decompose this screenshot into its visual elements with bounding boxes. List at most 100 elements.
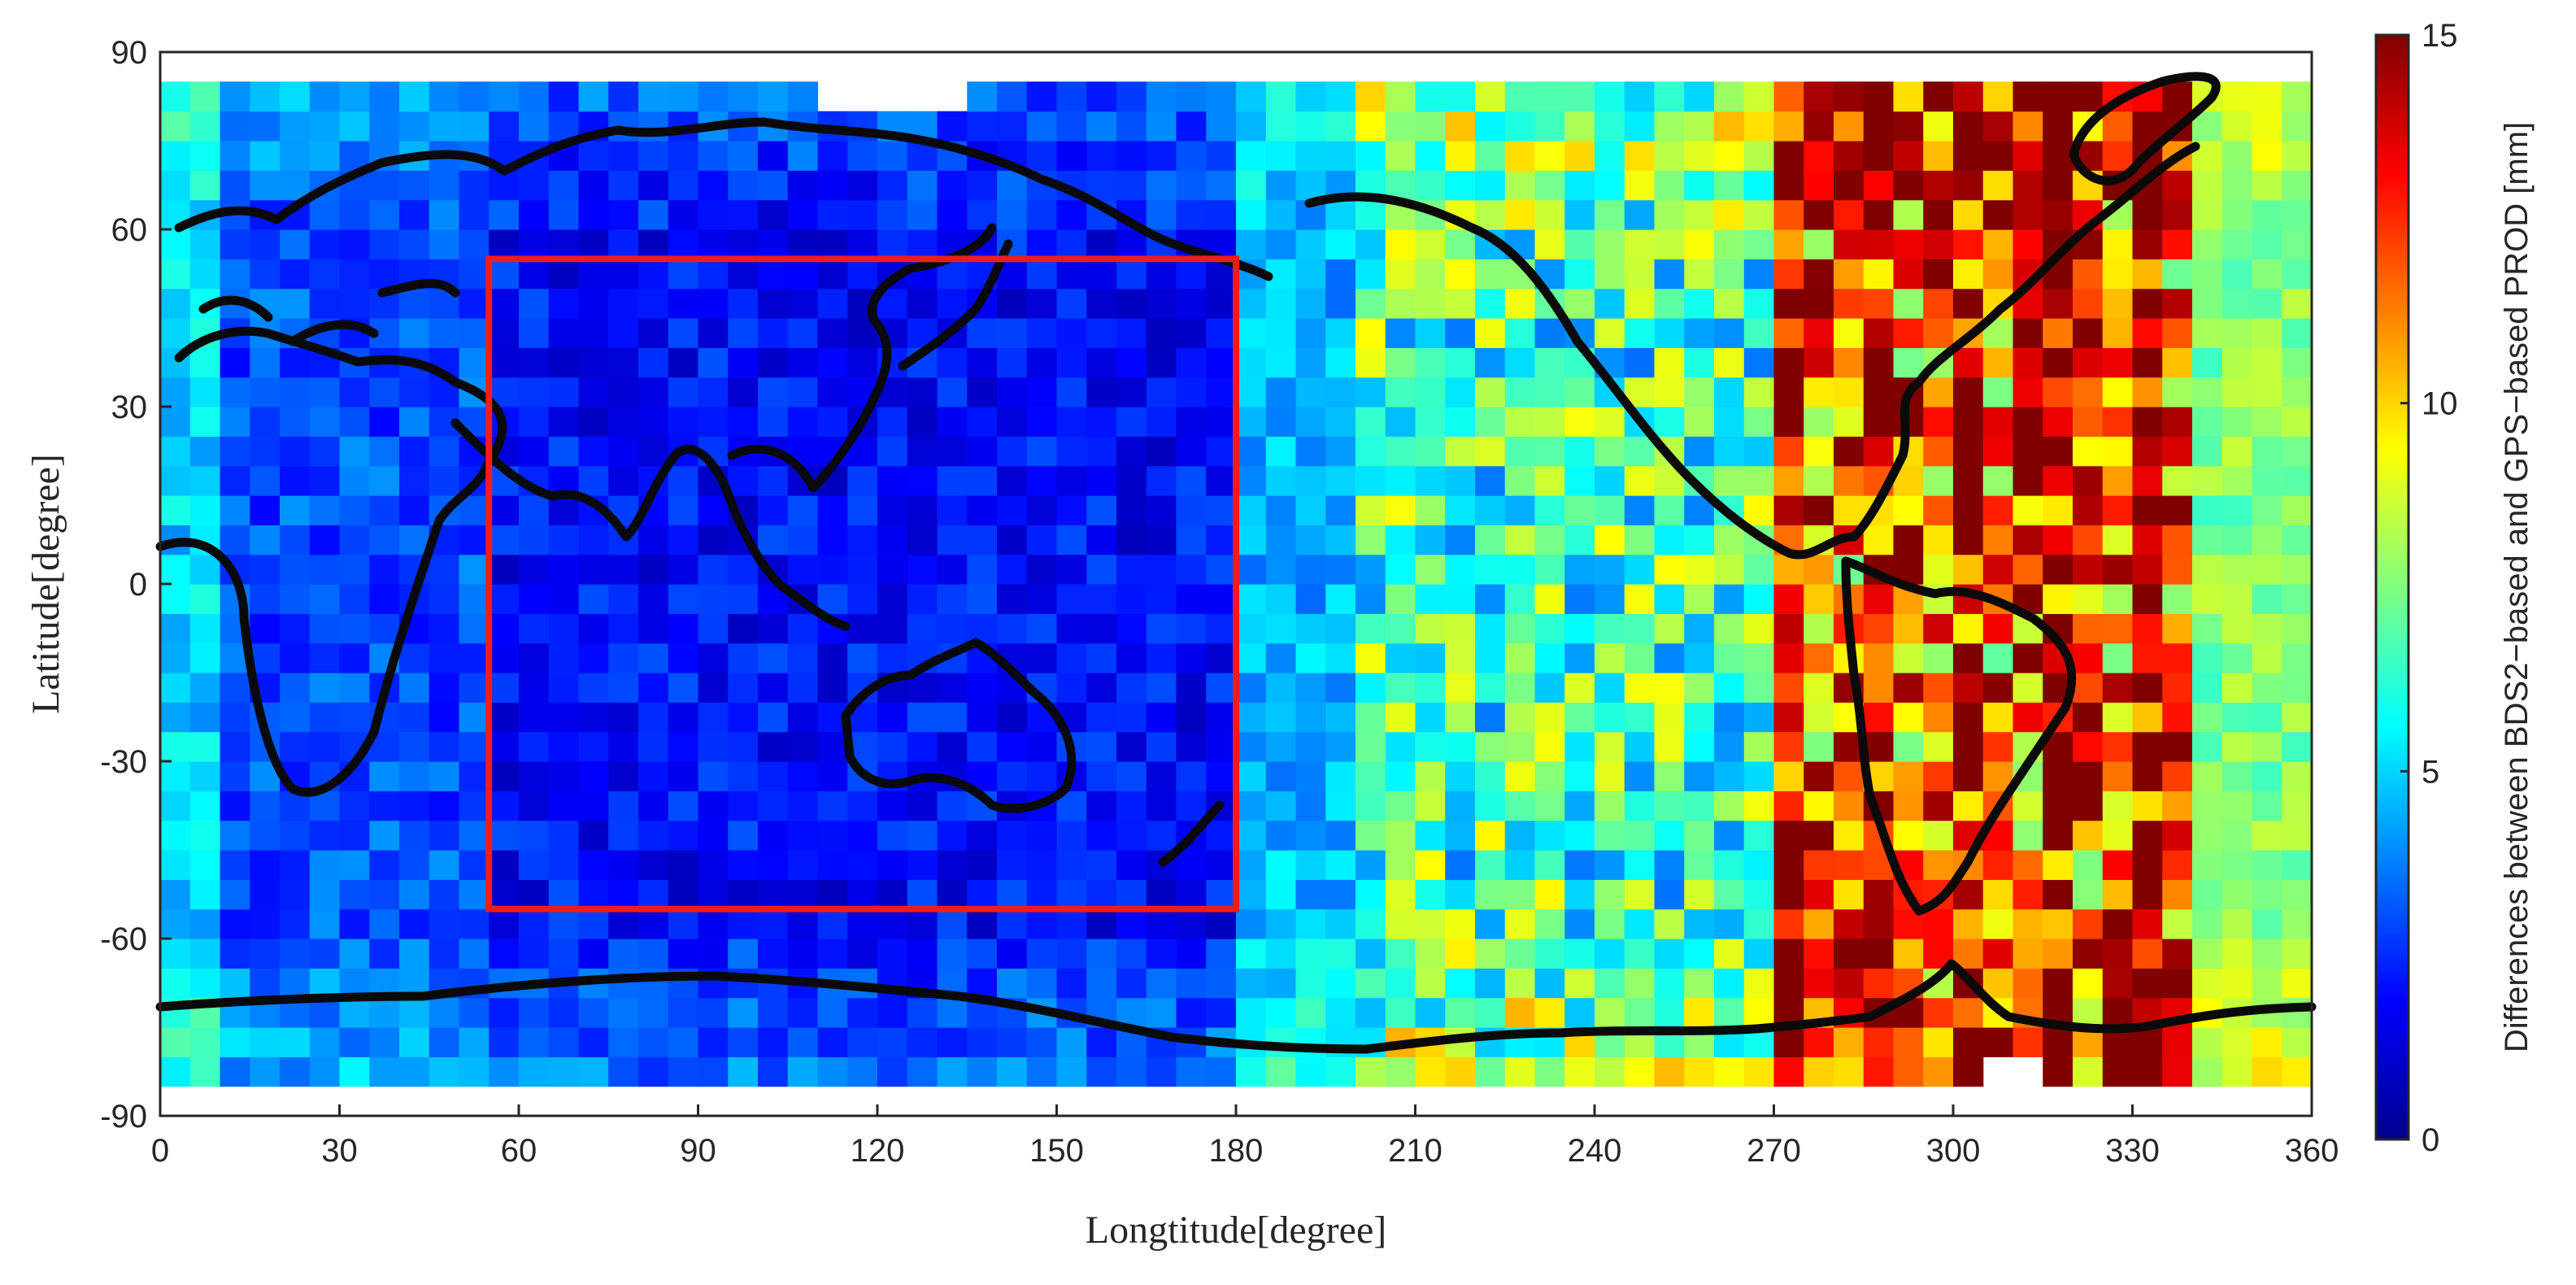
heatmap-cell	[1624, 584, 1656, 614]
heatmap-cell	[1804, 465, 1834, 496]
heatmap-cell	[1773, 850, 1804, 880]
heatmap-cell	[2252, 642, 2282, 673]
heatmap-cell	[1624, 879, 1656, 910]
heatmap-cell	[1743, 141, 1775, 171]
heatmap-cell	[997, 908, 1028, 939]
heatmap-cell	[877, 199, 908, 230]
heatmap-cell	[1146, 170, 1177, 201]
heatmap-cell	[1475, 347, 1506, 378]
heatmap-cell	[1654, 318, 1685, 348]
heatmap-cell	[2162, 673, 2193, 703]
heatmap-cell	[489, 997, 520, 1028]
heatmap-cell	[638, 850, 669, 880]
heatmap-cell	[907, 1027, 938, 1057]
heatmap-cell	[847, 525, 878, 555]
heatmap-cell	[2132, 259, 2163, 290]
heatmap-cell	[429, 613, 460, 644]
heatmap-cell	[1743, 642, 1775, 673]
heatmap-cell	[1982, 968, 2014, 999]
heatmap-cell	[1385, 791, 1416, 821]
heatmap-cell	[1743, 288, 1775, 319]
heatmap-cell	[638, 141, 669, 171]
heatmap-cell	[578, 318, 609, 348]
heatmap-cell	[1236, 554, 1267, 585]
heatmap-cell	[1385, 229, 1416, 259]
heatmap-cell	[548, 584, 580, 614]
heatmap-cell	[309, 731, 341, 762]
heatmap-cell	[309, 288, 341, 319]
heatmap-cell	[728, 170, 759, 201]
heatmap-cell	[1624, 525, 1656, 555]
heatmap-cell	[399, 229, 430, 259]
heatmap-cell	[1056, 436, 1087, 467]
heatmap-cell	[220, 407, 250, 437]
heatmap-cell	[2282, 465, 2313, 496]
heatmap-cell	[1893, 495, 1924, 525]
heatmap-cell	[1116, 731, 1147, 762]
heatmap-cell	[309, 1027, 341, 1057]
heatmap-cell	[1325, 939, 1356, 969]
heatmap-cell	[1176, 318, 1207, 348]
heatmap-cell	[399, 1056, 430, 1087]
heatmap-cell	[1982, 879, 2014, 910]
heatmap-cell	[280, 347, 311, 378]
heatmap-cell	[997, 850, 1028, 880]
heatmap-cell	[2252, 407, 2282, 437]
heatmap-cell	[608, 318, 639, 348]
heatmap-cell	[339, 850, 370, 880]
heatmap-cell	[1445, 850, 1476, 880]
heatmap-cell	[1056, 495, 1087, 525]
heatmap-cell	[519, 702, 550, 733]
heatmap-cell	[1773, 170, 1804, 201]
heatmap-cell	[1475, 584, 1506, 614]
heatmap-cell	[638, 642, 669, 673]
heatmap-cell	[2102, 554, 2134, 585]
heatmap-cell	[2282, 702, 2313, 733]
heatmap-cell	[817, 259, 848, 290]
coastline-south-america	[1841, 556, 2077, 916]
heatmap-cell	[668, 702, 699, 733]
heatmap-cells	[160, 81, 2313, 1087]
heatmap-cell	[1146, 761, 1177, 791]
heatmap-cell	[309, 1056, 341, 1087]
heatmap-cell	[2221, 465, 2253, 496]
heatmap-cell	[548, 1027, 580, 1057]
heatmap-cell	[608, 997, 639, 1028]
heatmap-cell	[1834, 968, 1865, 999]
heatmap-cell	[2282, 199, 2313, 230]
heatmap-cell	[399, 288, 430, 319]
heatmap-cell	[638, 347, 669, 378]
heatmap-cell	[1624, 199, 1656, 230]
heatmap-cell	[1982, 170, 2014, 201]
heatmap-cell	[608, 702, 639, 733]
heatmap-cell	[160, 465, 191, 496]
heatmap-cell	[189, 791, 221, 821]
heatmap-cell	[1714, 850, 1745, 880]
heatmap-cell	[1116, 318, 1147, 348]
coastline-greenland	[2069, 72, 2221, 185]
heatmap-cell	[1624, 81, 1656, 112]
heatmap-cell	[1564, 170, 1595, 201]
heatmap-cell	[1595, 939, 1625, 969]
heatmap-cell	[250, 495, 281, 525]
heatmap-cell	[1475, 436, 1506, 467]
heatmap-cell	[608, 908, 639, 939]
heatmap-cell	[1086, 673, 1117, 703]
heatmap-cell	[1086, 879, 1117, 910]
heatmap-cell	[1325, 495, 1356, 525]
heatmap-cell	[1415, 495, 1446, 525]
heatmap-cell	[787, 377, 819, 407]
heatmap-cell	[1564, 997, 1595, 1028]
heatmap-cell	[309, 407, 341, 437]
heatmap-cell	[1743, 791, 1775, 821]
heatmap-cell	[2043, 170, 2073, 201]
heatmap-cell	[2132, 731, 2163, 762]
heatmap-cell	[1086, 170, 1117, 201]
heatmap-cell	[399, 1027, 430, 1057]
heatmap-cell	[160, 613, 191, 644]
heatmap-cell	[2043, 939, 2073, 969]
heatmap-cell	[1325, 584, 1356, 614]
heatmap-cell	[1176, 642, 1207, 673]
heatmap-cell	[1953, 997, 1984, 1028]
heatmap-cell	[1355, 1056, 1386, 1087]
